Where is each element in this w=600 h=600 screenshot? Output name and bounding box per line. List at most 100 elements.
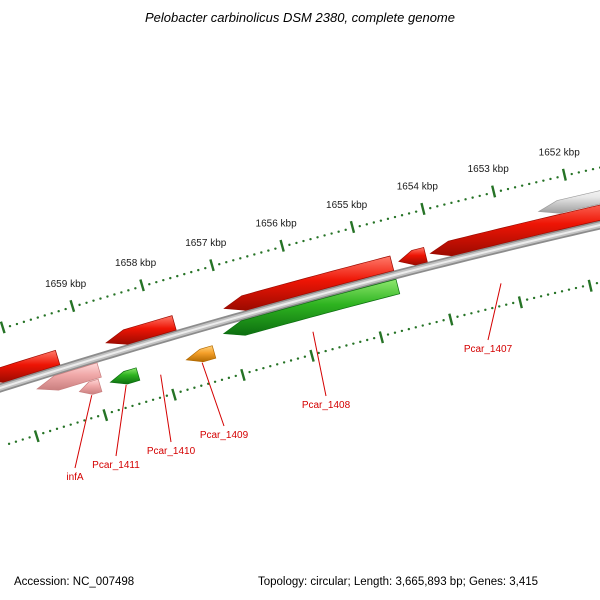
minor-tick — [428, 322, 431, 325]
gene-arrow — [537, 190, 600, 214]
gene-label-Pcar_1411: Pcar_1411 — [92, 460, 140, 471]
minor-tick — [366, 338, 369, 342]
minor-tick — [227, 376, 231, 380]
major-tick — [209, 259, 215, 272]
minor-tick — [546, 293, 550, 296]
minor-tick — [478, 194, 481, 198]
minor-tick — [50, 312, 53, 315]
minor-tick — [96, 415, 100, 418]
minor-tick — [499, 189, 503, 192]
minor-tick — [55, 427, 59, 431]
minor-tick — [317, 351, 320, 355]
minor-tick — [577, 171, 581, 174]
minor-tick — [400, 214, 404, 217]
minor-tick — [302, 239, 305, 243]
minor-tick — [309, 237, 312, 241]
kbp-label: 1657 kbp — [185, 238, 227, 249]
minor-tick — [303, 355, 307, 358]
kbp-label: 1656 kbp — [256, 219, 298, 230]
gene-arrow — [398, 246, 428, 266]
minor-tick — [539, 295, 543, 298]
minor-tick — [560, 290, 564, 293]
minor-tick — [491, 306, 494, 310]
minor-tick — [276, 363, 279, 366]
minor-tick — [158, 396, 162, 399]
minor-tick — [316, 236, 319, 239]
minor-tick — [64, 307, 67, 311]
minor-tick — [359, 340, 362, 344]
minor-tick — [456, 315, 459, 318]
minor-tick — [106, 295, 109, 298]
minor-tick — [386, 333, 390, 336]
minor-tick — [570, 172, 573, 176]
minor-tick — [443, 203, 446, 206]
minor-tick — [21, 438, 24, 441]
minor-tick — [457, 199, 460, 203]
gene-arrow — [223, 255, 395, 311]
minor-tick — [110, 410, 114, 414]
minor-tick — [567, 288, 571, 291]
minor-tick — [372, 336, 376, 340]
minor-tick — [190, 270, 193, 274]
minor-tick — [400, 329, 404, 333]
minor-tick — [92, 299, 95, 302]
minor-tick — [358, 224, 361, 228]
footer-accession: Accession: NC_007498 — [14, 576, 135, 588]
label-leader-line — [74, 395, 93, 469]
minor-tick — [28, 436, 31, 439]
minor-tick — [414, 210, 418, 213]
label-leader-line — [115, 384, 127, 457]
minor-tick — [22, 320, 26, 324]
minor-tick — [145, 400, 148, 404]
minor-tick — [407, 212, 411, 215]
major-tick — [587, 279, 593, 292]
minor-tick — [113, 293, 116, 296]
minor-tick — [535, 181, 538, 184]
minor-tick — [69, 423, 72, 426]
minor-tick — [176, 274, 179, 278]
minor-tick — [83, 419, 86, 422]
minor-tick — [179, 390, 182, 393]
minor-tick — [169, 276, 172, 280]
kbp-label: 1654 kbp — [397, 182, 439, 193]
minor-tick — [131, 404, 134, 408]
minor-tick — [14, 440, 18, 443]
minor-tick — [213, 380, 217, 383]
footer-topology: Topology: circular; Length: 3,665,893 bp… — [258, 576, 539, 588]
minor-tick — [429, 206, 432, 210]
minor-tick — [393, 331, 397, 334]
gene-label-Pcar_1410: Pcar_1410 — [147, 446, 196, 457]
minor-tick — [225, 261, 228, 264]
major-tick — [517, 296, 523, 309]
minor-tick — [7, 442, 11, 446]
minor-tick — [581, 285, 585, 288]
minor-tick — [127, 289, 130, 292]
genes — [0, 190, 600, 395]
minor-tick — [330, 232, 333, 235]
major-tick — [171, 388, 177, 401]
minor-tick — [148, 283, 151, 286]
minor-tick — [282, 361, 286, 364]
genome-title: Pelobacter carbinolicus DSM 2380, comple… — [144, 10, 455, 25]
major-tick — [33, 430, 40, 443]
label-leader-line — [312, 331, 327, 397]
minor-tick — [36, 316, 39, 319]
major-tick — [69, 299, 76, 313]
minor-tick — [485, 192, 488, 196]
gene-arrow-infA — [78, 378, 103, 395]
minor-tick — [505, 303, 508, 306]
ruler: 1652 kbp 1653 kbp 1654 kbp 1655 kbp 1656 kbp… — [0, 147, 600, 446]
minor-tick — [274, 247, 277, 250]
minor-tick — [296, 357, 300, 360]
major-tick — [349, 220, 356, 234]
minor-tick — [498, 305, 501, 308]
minor-tick — [197, 268, 200, 272]
minor-tick — [234, 374, 237, 378]
minor-tick — [323, 234, 326, 237]
minor-tick — [442, 319, 445, 322]
minor-tick — [99, 297, 102, 300]
minor-tick — [525, 298, 529, 301]
minor-tick — [239, 257, 242, 260]
minor-tick — [331, 348, 334, 351]
minor-tick — [200, 384, 203, 387]
